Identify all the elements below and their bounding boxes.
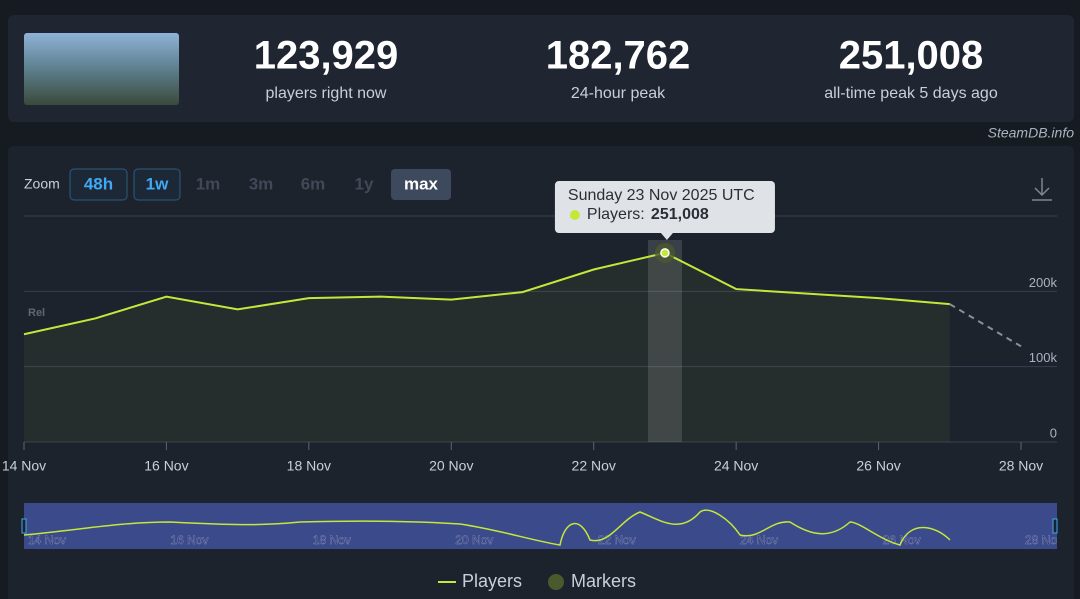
x-tick-label: 18 Nov (287, 458, 331, 474)
x-tick-label: 16 Nov (144, 458, 188, 474)
y-tick-label: 200k (1029, 275, 1058, 290)
y-tick-label: 0 (1050, 425, 1057, 440)
zoom-button-label[interactable]: 1y (355, 174, 374, 193)
game-thumbnail (24, 33, 179, 105)
tooltip-dot (569, 210, 580, 220)
tooltip-value: 251,008 (651, 206, 709, 223)
navigator-label: 24 Nov (740, 533, 778, 547)
navigator-handle[interactable] (21, 518, 27, 534)
chart-panel (8, 146, 1074, 599)
zoom-button-label[interactable]: 6m (301, 174, 326, 193)
line (23, 251, 950, 336)
navigator-label: 20 Nov (455, 533, 493, 547)
tooltip-box (554, 181, 775, 240)
hover-band (647, 240, 682, 442)
zoom-button-label[interactable]: 1m (196, 174, 221, 193)
stat-label: players right now (266, 85, 387, 102)
navigator-label: 22 Nov (598, 533, 636, 547)
x-tick-label: 26 Nov (856, 458, 900, 474)
legend-label[interactable]: Markers (571, 571, 636, 591)
x-tick-label: 24 Nov (714, 458, 758, 474)
tooltip-label: Players: (587, 206, 645, 223)
x-tick-label: 22 Nov (572, 458, 616, 474)
area (24, 252, 950, 442)
projection-line (949, 303, 1022, 348)
watermark: SteamDB.info (988, 125, 1075, 141)
zoom-button-label[interactable]: 48h (84, 174, 113, 193)
tooltip-title: Sunday 23 Nov 2025 UTC (568, 187, 755, 204)
zoom-button[interactable] (133, 168, 181, 201)
download-icon[interactable] (1032, 178, 1052, 201)
navigator-label: 18 Nov (313, 533, 351, 547)
stats-panel (8, 15, 1074, 122)
zoom-button[interactable] (69, 168, 128, 201)
x-tick-label: 28 Nov (999, 458, 1043, 474)
legend-marker[interactable] (548, 574, 564, 590)
stat-value: 123,929 (254, 34, 399, 78)
navigator-label: 28 Nov (1025, 533, 1063, 547)
x-tick-label: 20 Nov (429, 458, 473, 474)
navigator-label: 14 Nov (28, 533, 66, 547)
navigator-handle[interactable] (1052, 518, 1058, 534)
legend-label[interactable]: Players (462, 571, 522, 591)
zoom-label: Zoom (24, 176, 60, 192)
zoom-button-label[interactable]: 1w (146, 174, 169, 193)
stat-value: 251,008 (839, 34, 984, 78)
x-tick-label: 14 Nov (2, 458, 46, 474)
navigator-line (24, 509, 951, 546)
stat-label: all-time peak 5 days ago (824, 85, 998, 102)
stat-value: 182,762 (546, 34, 691, 78)
zoom-button-label[interactable]: 3m (249, 174, 274, 193)
rel-label: Rel (28, 307, 45, 319)
stat-label: 24-hour peak (571, 85, 666, 102)
y-tick-label: 100k (1029, 350, 1058, 365)
zoom-button-label[interactable]: max (404, 174, 439, 193)
hover-point (660, 248, 670, 258)
navigator-label: 16 Nov (170, 533, 208, 547)
zoom-button[interactable] (391, 169, 451, 200)
